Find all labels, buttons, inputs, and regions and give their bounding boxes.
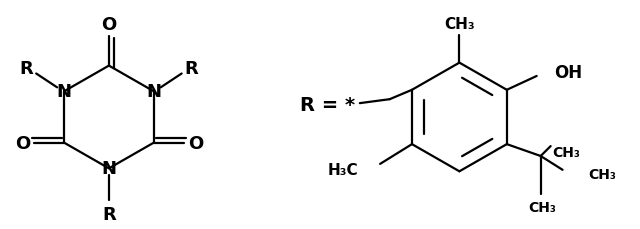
Text: O: O	[101, 16, 116, 34]
Text: CH₃: CH₃	[588, 167, 616, 181]
Text: N: N	[101, 160, 116, 177]
Text: OH: OH	[555, 64, 583, 82]
Text: O: O	[15, 134, 30, 152]
Text: N: N	[147, 83, 161, 101]
Text: CH₃: CH₃	[444, 16, 475, 31]
Text: R: R	[185, 59, 198, 77]
Text: R: R	[102, 205, 116, 223]
Text: R =: R =	[300, 95, 339, 114]
Text: CH₃: CH₃	[529, 200, 557, 214]
Text: O: O	[188, 134, 204, 152]
Text: R: R	[19, 59, 33, 77]
Text: CH₃: CH₃	[552, 145, 580, 159]
Text: H₃C: H₃C	[328, 163, 358, 177]
Text: N: N	[56, 83, 72, 101]
Text: *: *	[345, 95, 355, 114]
